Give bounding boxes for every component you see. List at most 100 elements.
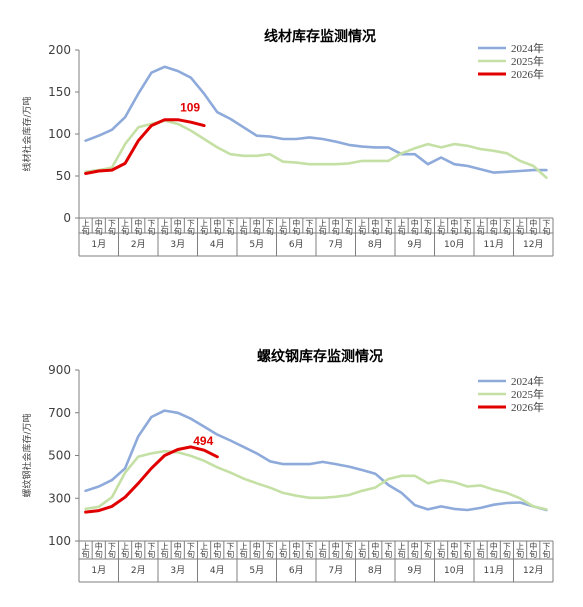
x-period-suffix: 旬 (305, 549, 313, 559)
series-line-2026年 (84, 445, 219, 514)
x-period-suffix: 旬 (95, 226, 103, 236)
x-period-suffix: 旬 (371, 549, 379, 559)
series-line-2025年 (84, 449, 548, 511)
chart-title: 线材库存监测情况 (264, 28, 376, 45)
x-period-suffix: 旬 (411, 549, 419, 559)
y-axis-label: 螺纹钢社会库存/万吨 (21, 413, 33, 497)
x-period-label: 下 (345, 219, 353, 228)
x-month-label: 7月 (328, 239, 343, 250)
x-period-suffix: 旬 (411, 226, 419, 236)
x-period-label: 上 (437, 542, 445, 551)
x-period-label: 上 (161, 542, 169, 551)
x-period-suffix: 旬 (437, 226, 445, 236)
y-tick-label: 100 (48, 534, 71, 548)
x-period-suffix: 旬 (292, 549, 300, 559)
x-period-suffix: 旬 (490, 226, 498, 236)
x-period-label: 上 (279, 219, 287, 228)
x-period-suffix: 旬 (332, 549, 340, 559)
x-period-label: 下 (424, 542, 432, 551)
chart-panel-1: 线材库存监测情况线材社会库存/万吨050100150200上旬中旬下旬上旬中旬下… (21, 28, 554, 257)
x-period-label: 上 (437, 219, 445, 228)
x-period-label: 下 (305, 219, 313, 228)
x-period-label: 上 (358, 542, 366, 551)
x-period-label: 下 (266, 542, 274, 551)
x-period-suffix: 旬 (384, 549, 392, 559)
x-month-label: 5月 (249, 239, 264, 250)
x-period-suffix: 旬 (200, 226, 208, 236)
x-month-label: 11月 (484, 565, 504, 576)
x-month-label: 4月 (210, 565, 225, 576)
x-period-suffix: 旬 (345, 226, 353, 236)
x-period-suffix: 旬 (161, 226, 169, 236)
x-period-suffix: 旬 (82, 549, 90, 559)
x-period-label: 中 (490, 541, 498, 551)
x-period-label: 上 (398, 542, 406, 551)
x-period-label: 中 (411, 218, 419, 228)
x-period-label: 下 (424, 219, 432, 228)
x-month-label: 3月 (170, 239, 185, 250)
x-period-label: 中 (253, 541, 261, 551)
x-period-label: 下 (384, 542, 392, 551)
x-period-label: 中 (253, 218, 261, 228)
y-tick-label: 700 (48, 406, 71, 420)
x-period-label: 中 (174, 541, 182, 551)
series-line-2026年 (84, 118, 206, 175)
x-period-label: 中 (134, 541, 142, 551)
x-period-suffix: 旬 (187, 226, 195, 236)
x-period-label: 下 (187, 219, 195, 228)
x-period-suffix: 旬 (305, 226, 313, 236)
y-tick-label: 100 (48, 127, 71, 141)
x-period-suffix: 旬 (398, 549, 406, 559)
x-period-label: 下 (147, 542, 155, 551)
x-period-label: 下 (542, 542, 550, 551)
x-period-label: 中 (292, 218, 300, 228)
x-month-label: 1月 (91, 565, 106, 576)
x-month-label: 9月 (407, 239, 422, 250)
x-period-suffix: 旬 (358, 549, 366, 559)
x-period-suffix: 旬 (213, 549, 221, 559)
x-period-suffix: 旬 (240, 226, 248, 236)
x-period-suffix: 旬 (108, 226, 116, 236)
x-period-label: 上 (319, 219, 327, 228)
x-period-label: 中 (450, 218, 458, 228)
x-period-suffix: 旬 (187, 549, 195, 559)
x-period-suffix: 旬 (95, 549, 103, 559)
y-tick-label: 150 (48, 85, 71, 99)
x-period-suffix: 旬 (226, 549, 234, 559)
y-tick-label: 200 (48, 43, 71, 57)
x-period-suffix: 旬 (529, 549, 537, 559)
annotation-label: 494 (193, 434, 213, 448)
x-month-label: 1月 (91, 239, 106, 250)
x-period-label: 下 (108, 542, 116, 551)
x-period-suffix: 旬 (463, 549, 471, 559)
x-month-label: 2月 (131, 565, 146, 576)
x-period-label: 上 (240, 219, 248, 228)
x-period-label: 上 (82, 542, 90, 551)
x-month-label: 10月 (444, 565, 464, 576)
x-period-suffix: 旬 (147, 226, 155, 236)
x-period-label: 下 (463, 542, 471, 551)
x-period-suffix: 旬 (358, 226, 366, 236)
x-period-label: 上 (319, 542, 327, 551)
x-period-suffix: 旬 (200, 549, 208, 559)
x-month-label: 12月 (523, 565, 543, 576)
x-month-label: 10月 (444, 239, 464, 250)
series-line-2024年 (84, 409, 548, 512)
x-period-label: 上 (279, 542, 287, 551)
legend-label: 2026年 (511, 400, 544, 414)
x-period-suffix: 旬 (542, 549, 550, 559)
x-period-label: 上 (161, 219, 169, 228)
y-tick-label: 300 (48, 491, 71, 505)
x-period-suffix: 旬 (161, 549, 169, 559)
x-month-label: 6月 (289, 239, 304, 250)
x-period-label: 上 (516, 542, 524, 551)
x-period-label: 下 (345, 542, 353, 551)
x-period-suffix: 旬 (213, 226, 221, 236)
legend-label: 2026年 (511, 67, 544, 81)
x-period-label: 下 (384, 219, 392, 228)
x-period-suffix: 旬 (226, 226, 234, 236)
x-period-suffix: 旬 (384, 226, 392, 236)
x-month-label: 4月 (210, 239, 225, 250)
x-period-label: 上 (121, 542, 129, 551)
x-month-label: 5月 (249, 565, 264, 576)
